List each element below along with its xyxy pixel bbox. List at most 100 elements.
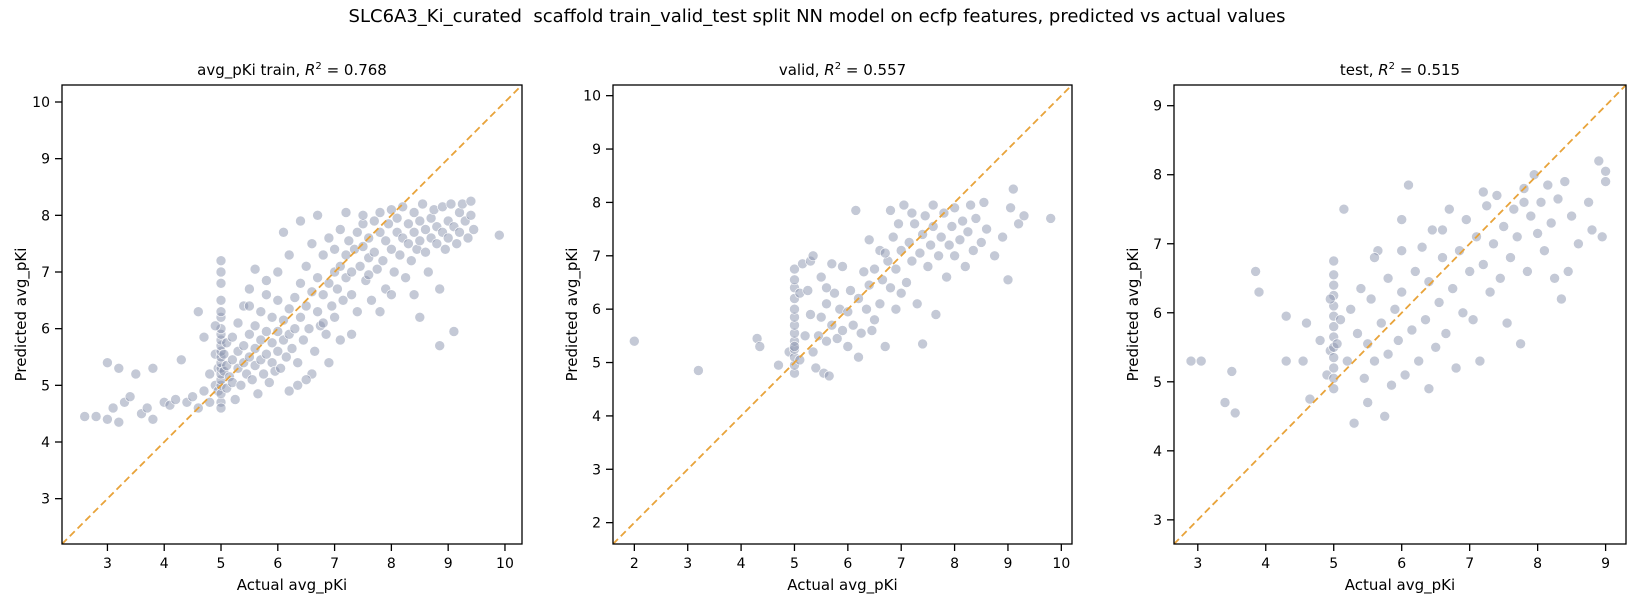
data-point — [414, 311, 426, 323]
data-point — [368, 215, 380, 227]
data-point — [1018, 210, 1030, 222]
data-point — [380, 235, 392, 247]
y-tick-label: 10 — [32, 95, 50, 111]
data-point — [1545, 217, 1557, 229]
data-point — [351, 306, 363, 318]
data-point — [1348, 417, 1360, 429]
data-point — [218, 348, 230, 360]
data-point — [340, 249, 352, 261]
data-point — [147, 362, 159, 374]
y-tick-label: 4 — [1153, 444, 1162, 460]
data-point — [850, 205, 862, 216]
data-point — [1593, 155, 1605, 167]
data-point — [911, 298, 923, 310]
y-tick-label: 10 — [583, 89, 601, 105]
data-point — [215, 294, 227, 306]
data-point — [1301, 317, 1312, 329]
data-point — [1511, 231, 1523, 243]
data-point — [1229, 407, 1241, 419]
data-point — [187, 391, 198, 403]
data-point — [1045, 213, 1056, 224]
data-point — [863, 279, 875, 291]
data-point — [919, 210, 931, 222]
data-point — [890, 303, 902, 315]
data-point — [1515, 338, 1526, 350]
data-point — [1518, 197, 1530, 208]
data-point — [400, 272, 411, 284]
panel-title-prefix: valid, — [779, 61, 824, 79]
data-point — [1328, 383, 1339, 395]
panel-title: valid, R2 = 0.557 — [779, 61, 906, 79]
data-point — [962, 226, 974, 238]
data-point — [215, 402, 227, 414]
data-point — [1481, 200, 1492, 212]
data-point — [283, 249, 295, 261]
data-point — [815, 311, 827, 323]
data-point — [317, 317, 329, 329]
data-point — [272, 266, 284, 278]
x-tick-label: 6 — [1397, 556, 1406, 572]
y-tick-label: 7 — [41, 265, 50, 281]
data-point — [1386, 379, 1397, 391]
x-tick-label: 3 — [683, 556, 692, 572]
x-tick-label: 5 — [790, 556, 799, 572]
data-point — [1352, 328, 1363, 339]
data-point — [289, 323, 301, 335]
data-point — [391, 212, 403, 224]
data-point — [465, 195, 477, 207]
data-point — [377, 255, 389, 267]
data-point — [374, 227, 386, 238]
data-point — [1535, 197, 1547, 208]
data-point — [1454, 245, 1465, 256]
data-point — [1549, 272, 1560, 284]
data-point — [394, 249, 406, 261]
data-point — [312, 210, 323, 221]
data-point — [261, 348, 272, 360]
data-point — [1304, 393, 1316, 405]
data-point — [895, 245, 907, 256]
data-point — [1596, 231, 1608, 243]
y-axis-label: Predicted avg_pKi — [563, 248, 582, 382]
y-tick-label: 9 — [41, 152, 50, 168]
y-tick-label: 3 — [592, 462, 601, 478]
data-point — [417, 198, 428, 210]
data-point — [298, 334, 309, 346]
y-tick-label: 6 — [41, 322, 50, 338]
x-tick-label: 5 — [217, 556, 226, 572]
data-point — [901, 277, 912, 288]
identity-line — [62, 85, 522, 544]
y-tick-label: 2 — [592, 516, 601, 532]
data-point — [1450, 362, 1462, 374]
data-point — [1328, 255, 1339, 267]
data-point — [244, 283, 255, 295]
data-point — [1362, 338, 1373, 350]
data-point — [858, 266, 870, 278]
data-point — [354, 260, 366, 272]
y-tick-label: 9 — [1153, 99, 1162, 115]
data-point — [1562, 266, 1574, 277]
data-point — [914, 247, 926, 259]
data-point — [1399, 369, 1411, 381]
data-point — [1532, 228, 1543, 239]
axes-frame — [612, 84, 1073, 545]
data-point — [954, 234, 966, 246]
r-squared-exponent: 2 — [835, 61, 841, 72]
data-point — [329, 311, 340, 323]
data-point — [278, 314, 289, 326]
data-point — [1423, 276, 1435, 288]
data-point — [869, 263, 880, 275]
data-point — [922, 261, 934, 272]
data-point — [1362, 397, 1373, 408]
data-point — [1314, 335, 1326, 346]
data-point — [1195, 355, 1207, 367]
r-squared-symbol: R — [1378, 61, 1388, 79]
data-point — [1522, 266, 1533, 277]
data-point — [261, 275, 272, 286]
data-point — [1427, 224, 1438, 236]
data-point — [306, 286, 318, 298]
figure-title: SLC6A3_Ki_curated scaffold train_valid_t… — [348, 6, 1286, 27]
data-point — [789, 263, 800, 275]
data-point — [1410, 266, 1421, 277]
data-point — [102, 357, 113, 369]
data-point — [1464, 266, 1475, 277]
